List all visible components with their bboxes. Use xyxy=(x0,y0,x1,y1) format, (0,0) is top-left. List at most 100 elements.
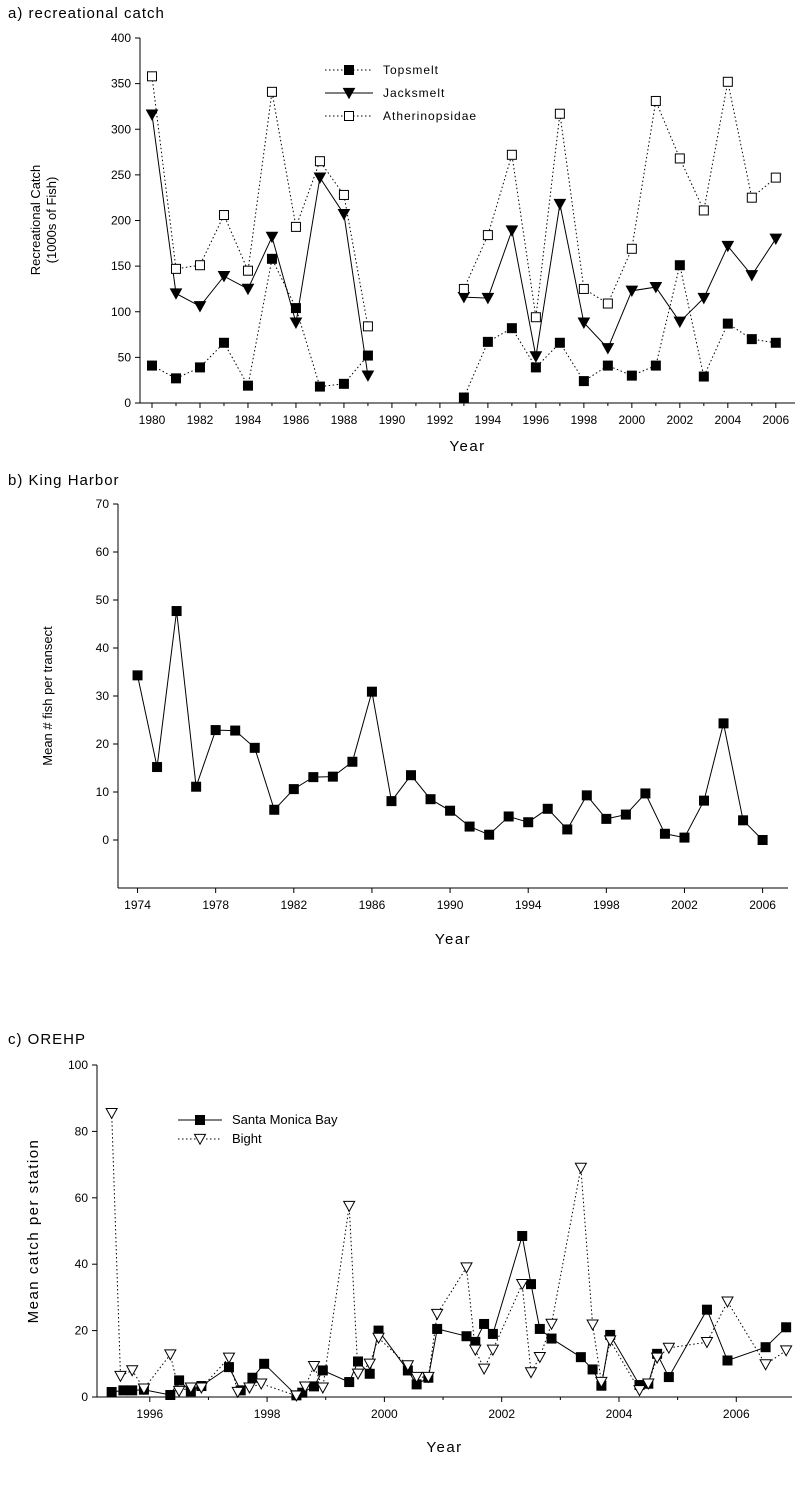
y-axis-title: Recreational Catch xyxy=(28,165,43,276)
data-point xyxy=(517,1230,528,1241)
series-line xyxy=(137,610,763,841)
y-tick-label: 40 xyxy=(96,641,110,655)
data-point xyxy=(601,343,615,355)
x-tick-label: 1974 xyxy=(124,898,151,912)
x-axis-title: Year xyxy=(426,1439,462,1456)
data-point xyxy=(640,788,651,799)
data-point xyxy=(171,606,182,617)
data-point xyxy=(464,821,475,832)
series-atherinopsidae xyxy=(146,71,781,332)
data-point xyxy=(526,1279,537,1290)
data-point xyxy=(194,260,205,271)
data-point xyxy=(344,1377,355,1388)
data-point xyxy=(337,208,351,221)
y-tick-label: 0 xyxy=(124,396,131,410)
data-point xyxy=(663,1372,674,1383)
y-tick-label: 60 xyxy=(96,545,110,559)
data-point xyxy=(458,283,469,294)
panel-king-harbor: b) King Harbor 0 10 20 30 40 50 60 70 1974 1978 198… xyxy=(8,472,788,948)
series-jacksmelt xyxy=(145,109,783,382)
x-tick-label: 2006 xyxy=(762,413,789,427)
y-tick-label: 350 xyxy=(111,77,131,91)
data-point xyxy=(481,292,495,305)
data-point xyxy=(170,373,181,384)
data-point xyxy=(430,1308,444,1321)
data-point xyxy=(106,1387,117,1398)
data-point xyxy=(132,670,143,681)
data-point xyxy=(406,770,417,781)
data-point xyxy=(165,1390,176,1401)
data-point xyxy=(530,312,541,323)
data-point xyxy=(641,1378,655,1390)
y-tick-label: 20 xyxy=(75,1324,89,1338)
data-point xyxy=(620,809,631,820)
data-point xyxy=(347,756,358,767)
y-tick-label: 0 xyxy=(81,1390,88,1404)
data-point xyxy=(534,1323,545,1334)
data-point xyxy=(530,362,541,373)
data-point xyxy=(484,829,495,840)
data-point xyxy=(633,1385,646,1397)
y-tick-label: 60 xyxy=(75,1191,89,1205)
data-point xyxy=(722,76,733,87)
data-point xyxy=(290,1390,303,1402)
data-point xyxy=(230,725,241,736)
y-tick-label: 300 xyxy=(111,122,131,136)
data-point xyxy=(721,240,735,253)
data-point xyxy=(738,815,749,826)
data-point xyxy=(701,1304,712,1315)
series-line xyxy=(151,114,369,376)
y-tick-label: 40 xyxy=(75,1257,89,1271)
series-main xyxy=(132,606,768,845)
x-tick-label: 1990 xyxy=(379,413,406,427)
y-axis-subtitle: (1000s of Fish) xyxy=(44,177,59,264)
series-line xyxy=(463,204,777,357)
data-point xyxy=(461,1331,472,1342)
data-point xyxy=(314,381,325,392)
data-point xyxy=(533,1351,547,1364)
data-point xyxy=(575,1352,586,1363)
data-point xyxy=(546,1333,557,1344)
data-point xyxy=(460,1262,473,1274)
data-point xyxy=(479,1318,490,1329)
y-tick-label: 50 xyxy=(96,593,110,607)
data-point xyxy=(152,762,163,773)
data-point xyxy=(770,337,781,348)
x-tick-label: 1998 xyxy=(254,1407,281,1421)
data-point xyxy=(217,270,231,283)
data-point xyxy=(432,1323,443,1334)
x-tick-label: 1992 xyxy=(427,413,454,427)
data-point xyxy=(577,317,591,329)
data-point xyxy=(482,336,493,347)
data-point xyxy=(425,794,436,805)
y-tick-label: 70 xyxy=(96,497,110,511)
data-point xyxy=(298,1381,312,1393)
data-point xyxy=(372,1332,385,1345)
data-point xyxy=(410,1371,423,1384)
data-point xyxy=(625,285,639,298)
data-point xyxy=(170,263,181,274)
data-point xyxy=(487,1328,498,1339)
data-point xyxy=(760,1342,771,1353)
data-point xyxy=(191,781,202,792)
data-point xyxy=(422,1371,435,1384)
data-point xyxy=(351,1368,365,1381)
x-axis-title: Year xyxy=(435,931,471,948)
data-point xyxy=(649,281,663,294)
data-point xyxy=(626,243,637,254)
panel-recreational-catch: a) recreational catch 0 50 100 150 200 250 300 3… xyxy=(8,5,795,455)
legend-marker xyxy=(193,1133,207,1146)
data-point xyxy=(468,1344,482,1357)
data-point xyxy=(650,1352,664,1365)
data-point xyxy=(595,1376,608,1389)
y-tick-label: 100 xyxy=(111,305,131,319)
series-line xyxy=(111,1235,787,1396)
x-tick-label: 2000 xyxy=(618,413,645,427)
data-point xyxy=(169,288,183,300)
data-point xyxy=(674,153,685,164)
legend: Topsmelt Jacksmelt Atherinopsidae xyxy=(325,63,476,123)
x-tick-label: 2002 xyxy=(488,1407,515,1421)
x-tick-label: 1978 xyxy=(202,898,229,912)
series-bight xyxy=(105,1107,793,1402)
data-point xyxy=(757,835,768,845)
